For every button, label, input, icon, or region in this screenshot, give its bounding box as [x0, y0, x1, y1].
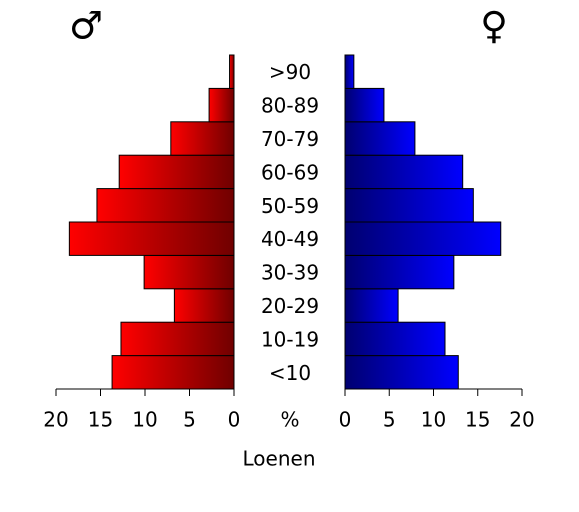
- bar: [344, 121, 416, 156]
- bar: [118, 154, 235, 190]
- female-symbol: ♀: [480, 4, 508, 48]
- bar: [344, 87, 385, 123]
- category-label: 60-69: [261, 160, 319, 184]
- bar: [173, 288, 235, 323]
- bar: [143, 254, 235, 290]
- bar: [170, 121, 235, 156]
- x-tick-label: 10: [421, 408, 446, 432]
- x-tick-label: 5: [183, 408, 196, 432]
- x-tick-label: 15: [88, 408, 113, 432]
- x-tick-label: 5: [383, 408, 396, 432]
- bar: [344, 321, 446, 357]
- category-label: 70-79: [261, 127, 319, 151]
- category-label: 10-19: [261, 327, 319, 351]
- bar: [344, 221, 502, 256]
- bar: [344, 254, 455, 290]
- x-tick-label: 20: [43, 408, 68, 432]
- x-tick-label: 10: [132, 408, 157, 432]
- x-axis-label: Loenen: [243, 447, 316, 471]
- bar: [344, 54, 355, 89]
- bar: [229, 54, 235, 89]
- bar: [344, 188, 474, 223]
- bar: [120, 321, 235, 357]
- x-tick-label: 15: [465, 408, 490, 432]
- category-label: 20-29: [261, 294, 319, 318]
- category-label: 30-39: [261, 261, 319, 285]
- bar: [96, 188, 235, 223]
- bar: [208, 87, 235, 123]
- category-label: >90: [269, 60, 311, 84]
- x-tick-label: 20: [509, 408, 534, 432]
- bar: [344, 154, 464, 190]
- bar: [344, 288, 399, 323]
- bar: [344, 355, 459, 390]
- category-label: 80-89: [261, 94, 319, 118]
- category-label: <10: [269, 361, 311, 385]
- category-label: 50-59: [261, 194, 319, 218]
- male-symbol: ♂: [69, 4, 103, 48]
- x-tick-label: 0: [228, 408, 241, 432]
- x-tick-label: 0: [339, 408, 352, 432]
- bar: [111, 355, 235, 390]
- category-label: 40-49: [261, 227, 319, 251]
- unit-label: %: [280, 408, 299, 432]
- bar: [68, 221, 235, 256]
